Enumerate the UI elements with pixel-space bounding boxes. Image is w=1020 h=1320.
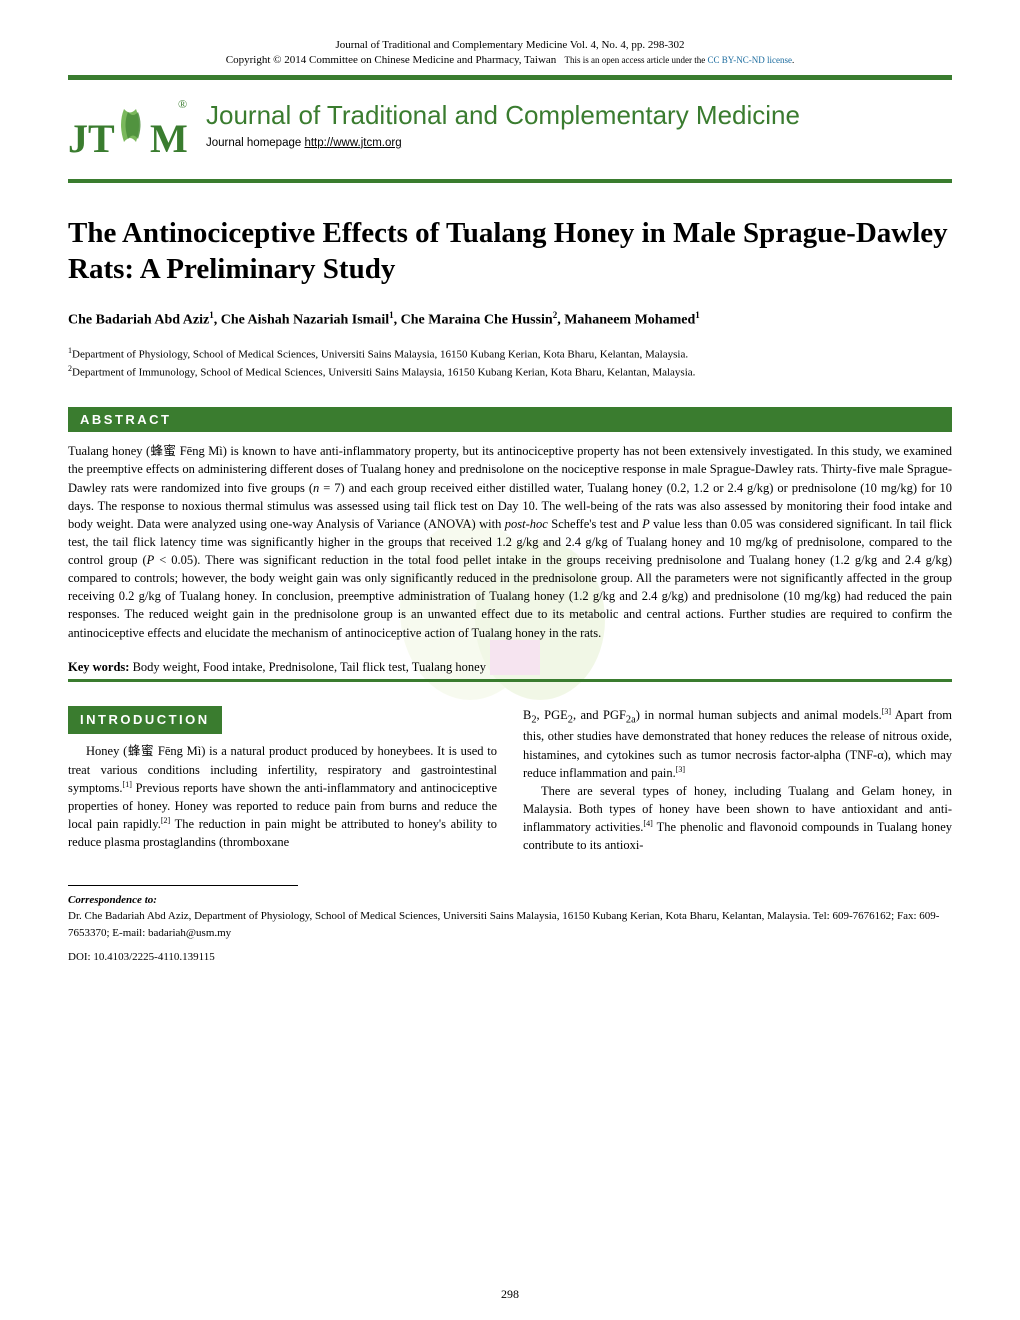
divider-bar <box>68 679 952 682</box>
intro-para-cont: B2, PGE2, and PGF2a) in normal human sub… <box>523 706 952 782</box>
body-columns: INTRODUCTION Honey (蜂蜜 Fēng Mì) is a nat… <box>68 706 952 855</box>
divider-bar <box>68 179 952 183</box>
affiliations: 1Department of Physiology, School of Med… <box>68 345 952 381</box>
journal-banner: JT M ® Journal of Traditional and Comple… <box>68 80 952 179</box>
banner-text: Journal of Traditional and Complementary… <box>206 94 952 149</box>
svg-text:JT: JT <box>68 116 115 161</box>
svg-text:M: M <box>150 116 188 161</box>
journal-homepage: Journal homepage http://www.jtcm.org <box>206 137 952 149</box>
authors: Che Badariah Abd Aziz1, Che Aishah Nazar… <box>68 309 952 331</box>
intro-para-2: There are several types of honey, includ… <box>523 782 952 855</box>
header-meta: Journal of Traditional and Complementary… <box>68 38 952 69</box>
homepage-link[interactable]: http://www.jtcm.org <box>304 137 401 149</box>
svg-text:®: ® <box>178 97 187 111</box>
correspondence-text: Dr. Che Badariah Abd Aziz, Department of… <box>68 908 952 941</box>
license-link[interactable]: CC BY-NC-ND license <box>707 55 792 65</box>
journal-logo: JT M ® <box>68 94 188 169</box>
header-line1: Journal of Traditional and Complementary… <box>68 38 952 53</box>
footer-separator <box>68 885 298 886</box>
column-left: INTRODUCTION Honey (蜂蜜 Fēng Mì) is a nat… <box>68 706 497 855</box>
header-line2: Copyright © 2014 Committee on Chinese Me… <box>68 53 952 68</box>
abstract-header: ABSTRACT <box>68 407 952 432</box>
correspondence-label: Correspondence to: <box>68 892 952 909</box>
affiliation-1: 1Department of Physiology, School of Med… <box>68 345 952 363</box>
intro-para-1: Honey (蜂蜜 Fēng Mì) is a natural product … <box>68 742 497 851</box>
keywords-label: Key words: <box>68 660 129 674</box>
page-number: 298 <box>0 1287 1020 1302</box>
introduction-header: INTRODUCTION <box>68 706 222 735</box>
affiliation-2: 2Department of Immunology, School of Med… <box>68 363 952 381</box>
keywords: Key words: Body weight, Food intake, Pre… <box>68 660 952 675</box>
article-title: The Antinociceptive Effects of Tualang H… <box>68 215 952 288</box>
journal-name: Journal of Traditional and Complementary… <box>206 100 952 131</box>
keywords-text: Body weight, Food intake, Prednisolone, … <box>129 660 486 674</box>
doi: DOI: 10.4103/2225-4110.139115 <box>68 951 952 963</box>
abstract-text: Tualang honey (蜂蜜 Fēng Mì) is known to h… <box>68 442 952 641</box>
column-right: B2, PGE2, and PGF2a) in normal human sub… <box>523 706 952 855</box>
correspondence: Correspondence to: Dr. Che Badariah Abd … <box>68 892 952 942</box>
